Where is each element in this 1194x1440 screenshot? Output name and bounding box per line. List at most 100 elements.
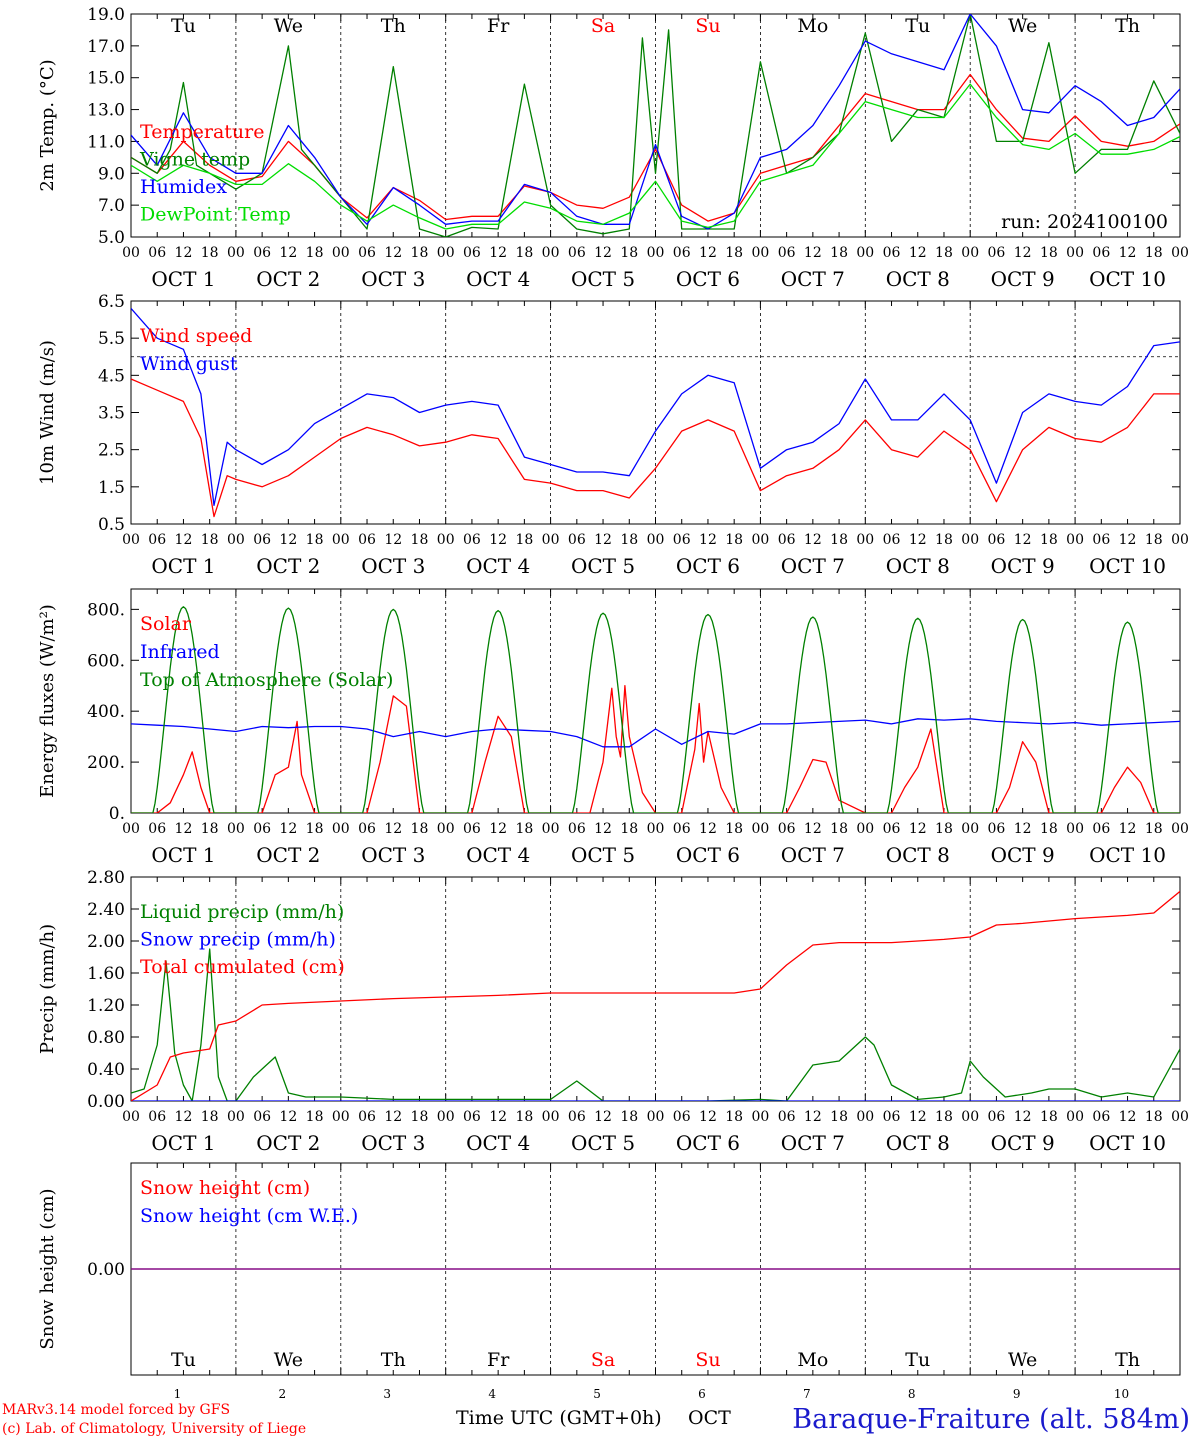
x-tick-label: 18 [515,532,533,548]
x-tick-label: 00 [751,1109,769,1125]
x-tick-label: 12 [384,532,402,548]
y-tick-label: 1.5 [98,478,125,498]
x-tick-label: 18 [935,1109,953,1125]
x-tick-label: 18 [411,821,429,837]
x-tick-label: 18 [1040,1109,1058,1125]
series-line-solar [131,685,1180,813]
series-line-total-cumulated-cm- [131,890,1180,1101]
x-tick-label: 18 [830,532,848,548]
x-tick-label: 00 [227,245,245,261]
x-tick-label: 00 [647,532,665,548]
weekday-label: Tu [905,15,930,37]
y-tick-label: 1.60 [87,964,125,984]
legend-entry: Infrared [140,641,220,663]
x-tick-label: 18 [515,245,533,261]
y-tick-label: 0.00 [87,1092,125,1112]
x-tick-label: 06 [673,821,691,837]
date-label: OCT 3 [361,267,425,291]
legend-entry: Wind speed [140,325,252,347]
x-tick-label: 12 [384,1109,402,1125]
series-group [131,307,1180,518]
y-tick-label: 7.0 [98,196,125,216]
date-label: OCT 3 [361,1131,425,1155]
x-tick-label: 06 [463,532,481,548]
footer-credit: (c) Lab. of Climatology, University of L… [2,1421,306,1437]
x-tick-label: 00 [1066,532,1084,548]
date-label: OCT 4 [466,267,530,291]
x-tick-label: 12 [279,1109,297,1125]
x-tick-label: 00 [1066,1109,1084,1125]
x-tick-label: 06 [988,532,1006,548]
x-tick-label: 00 [437,245,455,261]
x-tick-label: 06 [988,821,1006,837]
date-label: OCT 5 [571,267,635,291]
plot-frame [130,588,1181,814]
y-axis-label: Snow height (cm) [37,1188,58,1349]
y-tick-label: 200. [87,753,125,773]
date-label: OCT 8 [886,1131,950,1155]
x-tick-label: 00 [122,821,140,837]
x-tick-label: 00 [1066,821,1084,837]
x-tick-label: 12 [489,245,507,261]
weekday-label: We [274,15,303,37]
x-tick-label: 12 [1014,821,1032,837]
x-tick-label: 18 [725,1109,743,1125]
x-tick-label: 06 [253,1109,271,1125]
date-label: OCT 5 [571,843,635,867]
x-axis-labels: 00 06 12 18 00 06 12 18 00 06 12 18 00 06 12 18 00 06 12 18… [122,532,1189,578]
date-label: OCT 5 [571,554,635,578]
y-tick-label: 4.5 [98,366,125,386]
x-tick-label: 12 [699,245,717,261]
x-tick-label: 06 [778,821,796,837]
x-tick-label: 18 [935,532,953,548]
x-tick-label: 18 [411,245,429,261]
x-tick-label: 12 [804,821,822,837]
date-label: OCT 2 [256,554,320,578]
x-tick-label: 00 [332,1109,350,1125]
x-axis-labels: 00 06 12 18 00 06 12 18 00 06 12 18 00 06 12 18 00 06 12 18… [122,821,1189,867]
x-tick-label: 06 [778,532,796,548]
date-label: OCT 10 [1089,1131,1166,1155]
series-line-vigne-temp [131,14,1180,237]
date-label: OCT 3 [361,554,425,578]
date-label: OCT 6 [676,267,740,291]
weekday-label: Th [381,15,406,37]
x-tick-label: 00 [122,532,140,548]
x-tick-label: 06 [883,245,901,261]
panel-4: 0.00 0.40 0.80 1.20 1.60 2.00 2.40 2.80 Precip (… [37,868,1189,1155]
series-group [131,606,1180,813]
legend-entry: Top of Atmosphere (Solar) [140,669,393,691]
footer: MARv3.14 model forced by GFS (c) Lab. of… [2,1402,1190,1437]
day-number: 1 [174,1387,182,1401]
date-label: OCT 5 [571,1131,635,1155]
day-number: 3 [383,1387,391,1401]
x-tick-label: 12 [279,245,297,261]
date-label: OCT 1 [151,843,215,867]
series-line-temperature [131,73,1180,222]
legend-entry: Solar [140,613,192,635]
run-label: run: 2024100100 [1001,211,1168,233]
y-tick-label: 0.40 [87,1060,125,1080]
date-label: OCT 1 [151,267,215,291]
x-tick-label: 18 [935,821,953,837]
x-tick-label: 12 [594,245,612,261]
date-label: OCT 1 [151,1131,215,1155]
y-tick-label: 6.5 [98,292,125,312]
x-tick-label: 12 [699,821,717,837]
x-axis-labels: 00 06 12 18 00 06 12 18 00 06 12 18 00 06 12 18 00 06 12 18… [122,245,1189,291]
y-tick-label: 0. [109,804,125,824]
y-tick-label: 600. [87,651,125,671]
x-tick-label: 18 [935,245,953,261]
x-tick-label: 18 [830,821,848,837]
date-label: OCT 7 [781,843,845,867]
x-tick-label: 18 [201,821,219,837]
x-tick-label: 00 [961,821,979,837]
x-tick-label: 06 [358,821,376,837]
x-tick-label: 18 [1145,1109,1163,1125]
series-line-liquid-precip-mm-h- [131,948,1180,1101]
x-tick-label: 00 [227,532,245,548]
date-label: OCT 3 [361,843,425,867]
x-tick-label: 12 [1119,1109,1137,1125]
x-tick-label: 18 [201,532,219,548]
weekday-label: Su [695,15,720,37]
